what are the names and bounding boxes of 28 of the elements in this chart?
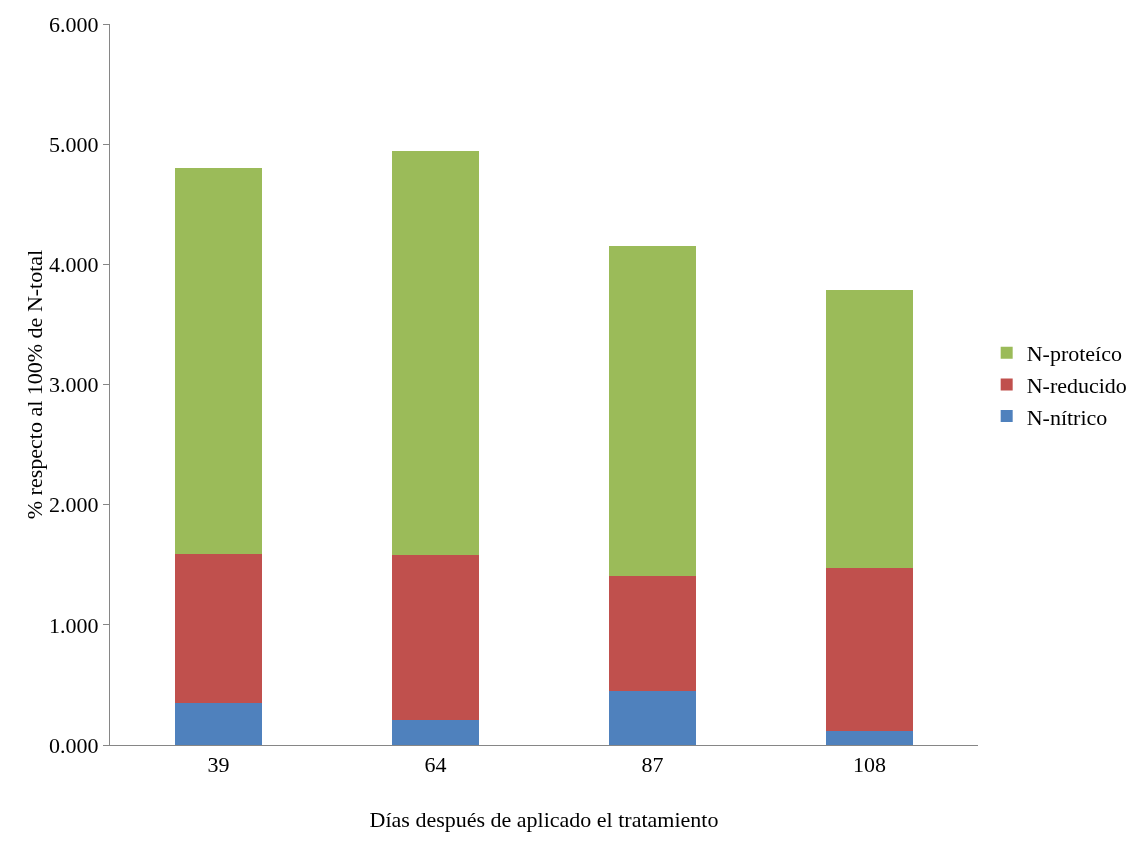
- bar: [175, 168, 262, 554]
- bar: [609, 246, 696, 576]
- bar: [609, 575, 696, 691]
- y-tick-label: 4.000: [49, 252, 99, 278]
- legend-label: N-reducido: [1026, 372, 1127, 398]
- x-tick-label: 87: [641, 752, 664, 778]
- x-axis-title: Días después de aplicado el tratamiento: [369, 807, 719, 833]
- y-tick-label: 2.000: [49, 492, 99, 518]
- legend-label: N-nítrico: [1026, 404, 1108, 430]
- y-axis-title: % respecto al 100% de N-total: [22, 249, 48, 520]
- y-tick-label: 1.000: [49, 612, 99, 638]
- x-tick-label: 39: [207, 752, 230, 778]
- bar: [392, 151, 479, 556]
- bar: [826, 568, 913, 731]
- x-tick-label: 108: [853, 752, 886, 778]
- bar: [826, 289, 913, 569]
- y-tick-label: 5.000: [49, 131, 99, 157]
- bar: [826, 730, 913, 745]
- x-tick-label: 64: [424, 752, 447, 778]
- bar: [175, 702, 262, 745]
- bar: [392, 719, 479, 745]
- bar: [392, 555, 479, 720]
- legend-label: N-proteíco: [1026, 341, 1122, 367]
- y-tick-label: 3.000: [49, 372, 99, 398]
- bar: [175, 553, 262, 703]
- y-tick-label: 6.000: [49, 11, 99, 37]
- bar: [609, 690, 696, 745]
- y-tick-label: 0.000: [49, 732, 99, 758]
